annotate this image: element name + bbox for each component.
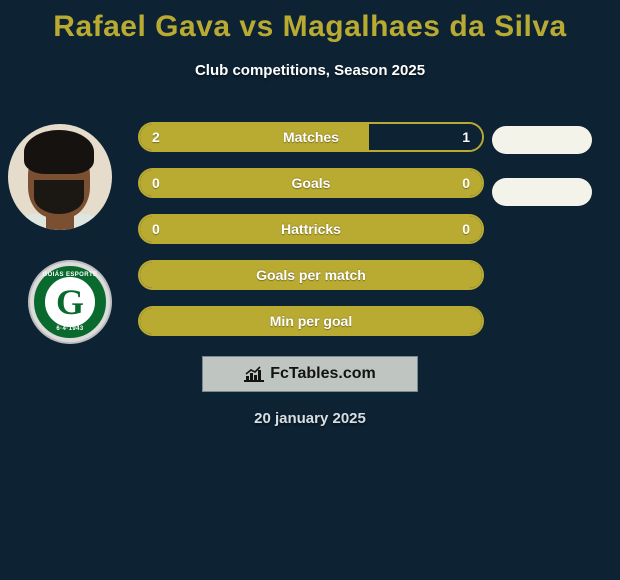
stat-label: Matches [283, 129, 339, 145]
stat-row: 2 1 Matches [138, 122, 484, 152]
branding-banner[interactable]: FcTables.com [202, 356, 418, 392]
stat-row: 0 0 Hattricks [138, 214, 484, 244]
stat-label: Goals per match [256, 267, 366, 283]
stat-value-right: 1 [462, 129, 470, 145]
player-left-photo [8, 124, 112, 230]
stat-value-right: 0 [462, 221, 470, 237]
stat-value-left: 0 [152, 175, 160, 191]
footer-date: 20 january 2025 [0, 410, 620, 427]
comparison-subtitle: Club competitions, Season 2025 [0, 62, 620, 79]
badge-top-text: GOIÁS ESPORTE [34, 272, 106, 278]
branding-text: FcTables.com [270, 365, 376, 383]
badge-bottom-text: 6·4·1943 [34, 326, 106, 332]
badge-initial: G [56, 284, 84, 320]
stat-label: Min per goal [270, 313, 352, 329]
side-marker [492, 126, 592, 154]
stat-value-left: 2 [152, 129, 160, 145]
comparison-title: Rafael Gava vs Magalhaes da Silva [0, 0, 620, 44]
badge-inner: GOIÁS ESPORTE 6·4·1943 G [34, 266, 106, 338]
stat-value-right: 0 [462, 175, 470, 191]
stat-row: 0 0 Goals [138, 168, 484, 198]
stat-label: Hattricks [281, 221, 341, 237]
chart-icon [244, 366, 264, 382]
stat-row: Min per goal [138, 306, 484, 336]
stats-list: 2 1 Matches 0 0 Goals 0 0 Hattricks Goals per mat… [138, 122, 484, 352]
stat-row: Goals per match [138, 260, 484, 290]
stat-value-left: 0 [152, 221, 160, 237]
player-left-club-badge: GOIÁS ESPORTE 6·4·1943 G [20, 258, 120, 346]
side-marker [492, 178, 592, 206]
badge-outer-ring: GOIÁS ESPORTE 6·4·1943 G [28, 260, 112, 344]
side-markers [492, 120, 592, 230]
stat-label: Goals [292, 175, 331, 191]
player-hair [24, 130, 94, 174]
player-beard [34, 180, 84, 214]
